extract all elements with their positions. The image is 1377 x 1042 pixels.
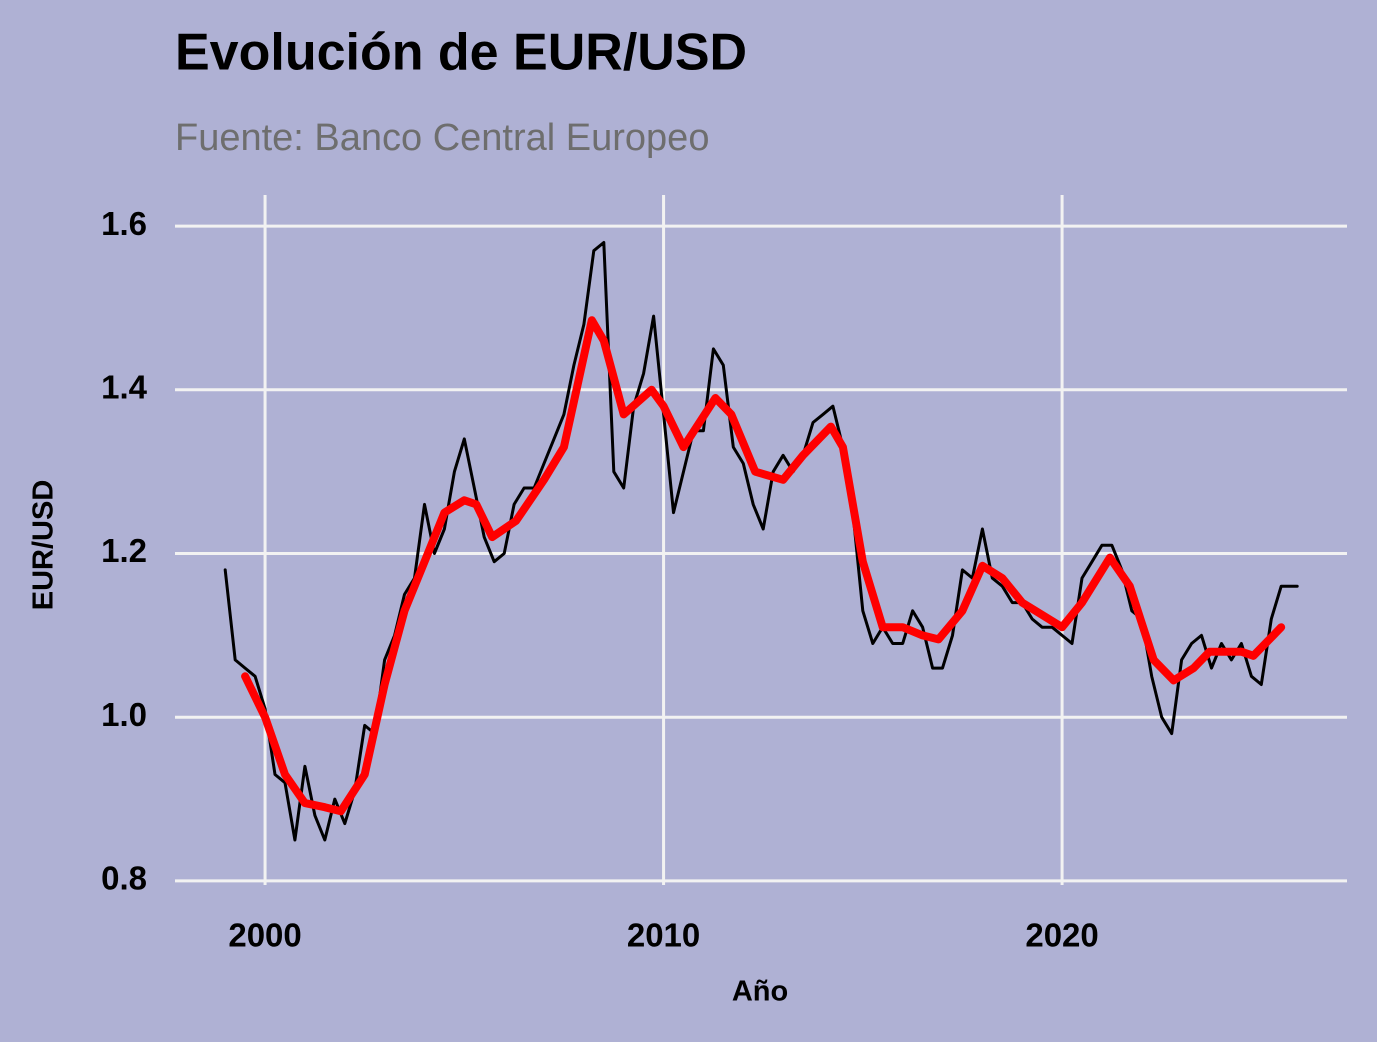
x-tick-label: 2020 <box>1025 917 1098 954</box>
y-tick-label: 1.4 <box>101 369 148 406</box>
y-tick-label: 0.8 <box>101 860 147 897</box>
chart-subtitle: Fuente: Banco Central Europeo <box>175 117 709 159</box>
y-tick-label: 1.2 <box>101 532 147 569</box>
y-tick-label: 1.6 <box>101 205 147 242</box>
series-line <box>223 241 1299 842</box>
y-tick-label: 1.0 <box>101 696 147 733</box>
y-axis-label: EUR/USD <box>28 480 60 611</box>
x-tick-label: 2010 <box>627 917 700 954</box>
series-line <box>241 316 1286 816</box>
x-axis-label: Año <box>732 976 788 1008</box>
chart-title: Evolución de EUR/USD <box>175 24 747 82</box>
x-tick-label: 2000 <box>228 917 301 954</box>
